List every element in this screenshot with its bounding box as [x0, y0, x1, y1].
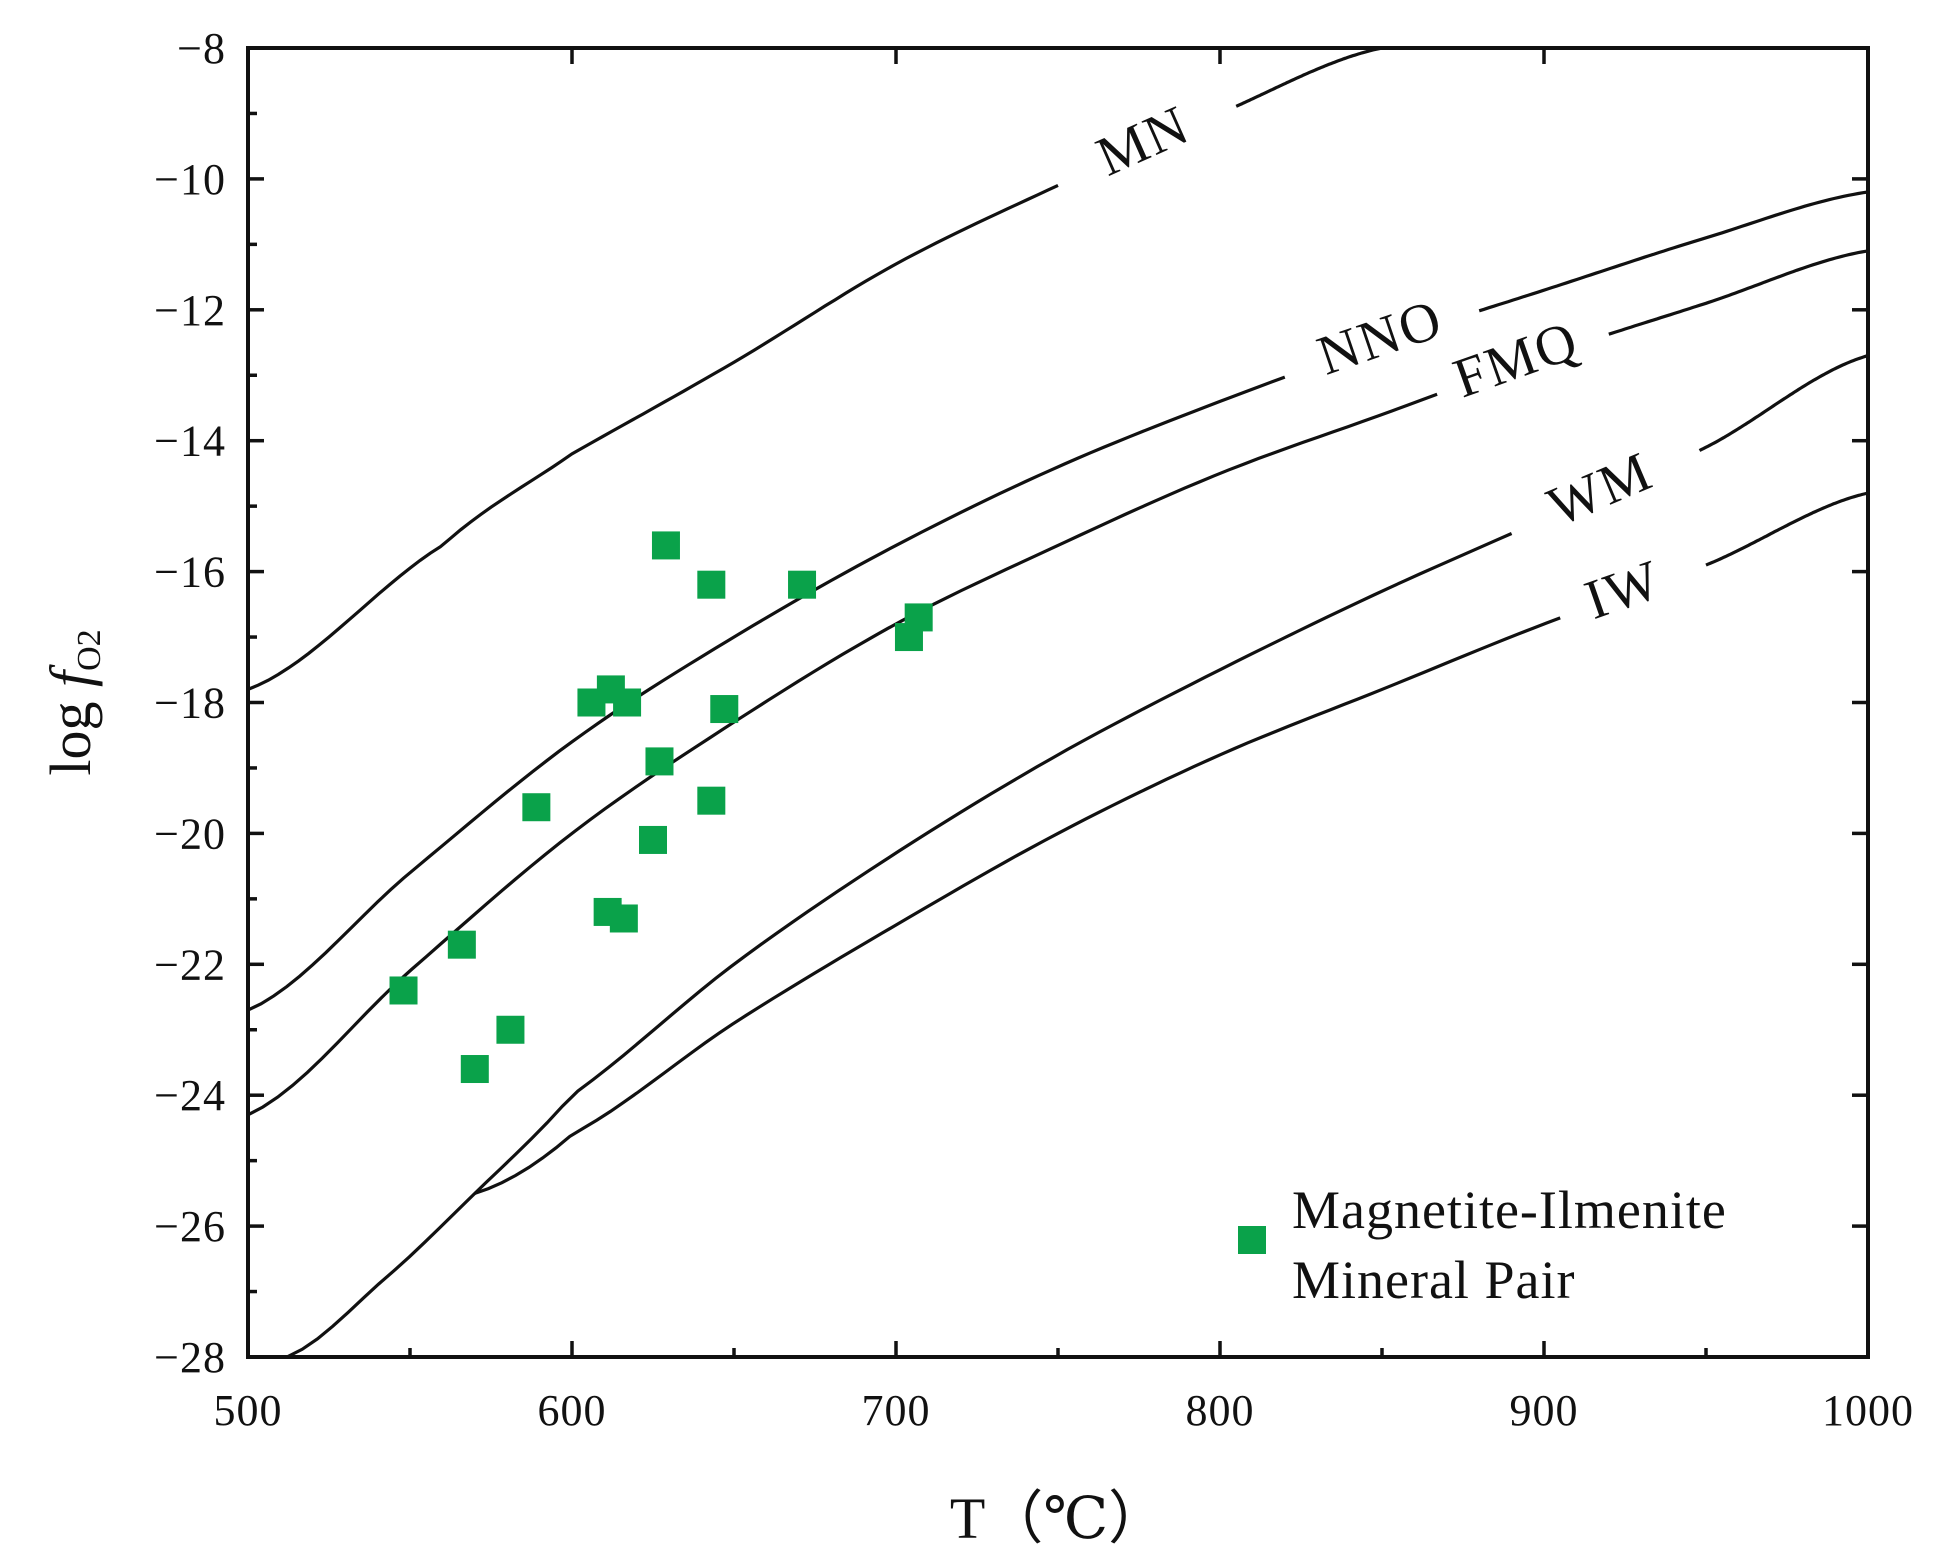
y-tick-label: −20 — [154, 809, 226, 858]
curve-mn-segment-b — [1235, 46, 1383, 108]
legend-label-line2: Mineral Pair — [1292, 1250, 1575, 1310]
curve-label-nno: NNO — [1310, 288, 1451, 388]
y-tick-label: −16 — [154, 548, 226, 597]
plot-frame — [246, 46, 1870, 1359]
data-points — [389, 531, 933, 1084]
y-tick-label: −22 — [154, 940, 226, 989]
curve-iw-segment-a — [474, 616, 1561, 1195]
axes — [246, 46, 1870, 1359]
legend-marker-square — [1238, 1226, 1266, 1254]
data-point — [496, 1015, 525, 1044]
x-axis-title: T（℃） — [950, 1486, 1166, 1551]
data-point — [788, 570, 817, 599]
y-axis-title-main: log — [38, 687, 103, 776]
x-tick-label: 500 — [214, 1386, 283, 1435]
data-point — [613, 688, 642, 717]
data-point — [389, 976, 418, 1005]
curve-fmq-segment-a — [247, 392, 1438, 1117]
axis-ticks — [246, 46, 1870, 1359]
curve-label-wm: WM — [1539, 440, 1661, 539]
curve-fmq-segment-b — [1608, 249, 1869, 336]
y-tick-label: −24 — [154, 1071, 226, 1120]
y-tick-label: −28 — [154, 1333, 226, 1382]
data-point — [651, 531, 680, 560]
data-point — [447, 930, 476, 959]
y-tick-label: −18 — [154, 679, 226, 728]
y-tick-label: −8 — [177, 24, 226, 73]
y-tick-label: −10 — [154, 155, 226, 204]
x-tick-label: 600 — [538, 1386, 607, 1435]
y-tick-label: −14 — [154, 417, 226, 466]
y-tick-label: −12 — [154, 286, 226, 335]
data-point — [697, 786, 726, 815]
curve-mn-segment-a — [247, 183, 1059, 691]
x-tick-label: 900 — [1510, 1386, 1579, 1435]
data-point — [904, 603, 933, 632]
data-point — [609, 904, 638, 933]
legend-label-line1: Magnetite-Ilmenite — [1292, 1180, 1727, 1240]
curve-label-iw: IW — [1577, 548, 1669, 631]
curve-label-mn: MN — [1088, 94, 1199, 189]
curve-nno-segment-a — [247, 375, 1286, 1012]
x-tick-label: 800 — [1186, 1386, 1255, 1435]
curve-nno-segment-b — [1478, 190, 1869, 313]
y-axis-title: log fO2 — [38, 629, 108, 775]
x-tick-label: 700 — [862, 1386, 931, 1435]
legend: Magnetite-Ilmenite Mineral Pair — [1238, 1180, 1727, 1310]
data-point — [710, 695, 739, 724]
data-point — [460, 1055, 489, 1084]
curve-label-fmq: FMQ — [1446, 309, 1587, 410]
data-point — [639, 825, 667, 854]
curve-wm-segment-a — [286, 532, 1513, 1359]
data-point — [522, 793, 551, 822]
data-point — [697, 570, 726, 599]
curve-iw-segment-b — [1705, 491, 1869, 567]
curve-wm-segment-b — [1698, 354, 1869, 452]
tick-labels: 500 600 700 800 900 1000 −28 −26 −24 −22 −20 −18 −16… — [154, 24, 1914, 1435]
x-tick-label: 1000 — [1822, 1386, 1914, 1435]
y-tick-label: −26 — [154, 1202, 226, 1251]
data-point — [645, 747, 674, 776]
y-axis-title-subscript: O2 — [71, 629, 108, 671]
